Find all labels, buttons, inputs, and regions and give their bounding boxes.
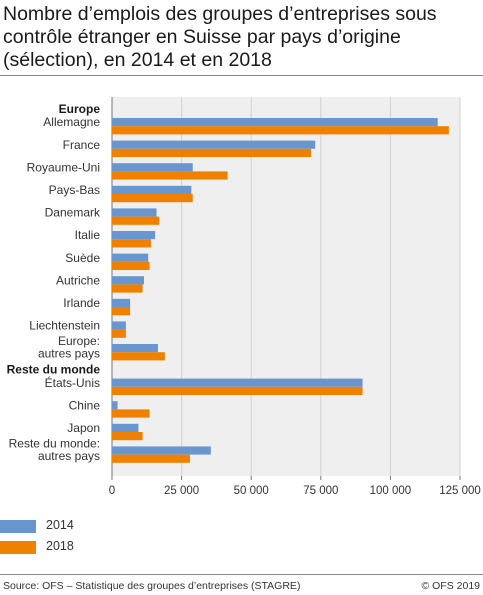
category-label-liechtenstein: Liechtenstein [29,319,100,333]
category-label-japon: Japon [67,421,100,435]
group-header-reste-du-monde: Reste du monde [7,363,101,377]
bar-europe-autres-pays-2018 [112,352,165,361]
x-tick-label: 50 000 [234,485,269,497]
category-label-autriche: Autriche [56,273,100,287]
copyright-note: © OFS 2019 [421,580,480,592]
category-label-pays-bas: Pays-Bas [49,183,100,197]
bar-japon-2018 [112,432,143,441]
title-divider [0,75,483,76]
bar-autriche-2014 [112,276,145,285]
x-tick-label: 75 000 [303,485,338,497]
chart-title: Nombre d’emplois des groupes d’entrepris… [3,3,437,71]
legend-swatch-2018 [0,541,36,554]
category-label-irlande: Irlande [63,296,100,310]
bar-italie-2018 [112,239,151,248]
bar-suede-2014 [112,253,149,262]
bar-reste-du-monde-autres-pays-2018 [112,454,190,463]
legend-label-2018: 2018 [46,539,74,553]
bar-chine-2014 [112,401,118,410]
bar-chine-2018 [112,409,150,418]
bar-irlande-2018 [112,307,131,316]
plot-area [112,97,460,476]
bar-france-2014 [112,140,316,149]
bar-autriche-2018 [112,284,143,293]
bar-suede-2018 [112,261,150,270]
category-label-royaume-uni: Royaume-Uni [27,160,100,174]
footer-divider [0,574,483,575]
bar-etats-unis-2018 [112,386,363,395]
bar-royaume-uni-2014 [112,163,193,172]
bar-liechtenstein-2014 [112,321,126,330]
bar-liechtenstein-2018 [112,329,126,338]
bar-royaume-uni-2018 [112,171,228,180]
x-tick-label: 25 000 [164,485,199,497]
bar-pays-bas-2014 [112,185,192,194]
category-label-italie: Italie [75,228,101,242]
category-label-chine: Chine [69,398,101,412]
x-tick-label: 100 000 [370,485,412,497]
category-label-europe-autres-pays: Europe: autres pays [38,334,100,361]
bar-france-2018 [112,148,312,157]
bar-reste-du-monde-autres-pays-2014 [112,446,211,455]
bar-irlande-2014 [112,298,131,307]
x-tick-label: 0 [109,485,115,497]
bar-danemark-2014 [112,208,157,217]
source-note: Source: OFS – Statistique des groupes d’… [3,580,301,592]
bar-japon-2014 [112,423,139,432]
category-label-suede: Suède [65,251,100,265]
category-label-etats-unis: États-Unis [45,375,100,390]
category-label-allemagne: Allemagne [43,115,100,129]
group-header-europe: Europe [59,102,101,116]
bar-allemagne-2018 [112,126,449,135]
legend-swatch-2014 [0,520,36,533]
x-tick-label: 125 000 [439,485,481,497]
bar-pays-bas-2018 [112,194,193,203]
category-label-reste-du-monde-autres-pays: Reste du monde: autres pays [9,436,100,463]
bar-danemark-2018 [112,216,160,225]
legend-label-2014: 2014 [46,518,74,532]
bar-italie-2014 [112,231,156,240]
bar-allemagne-2014 [112,118,438,127]
bar-chart: 0 25 000 50 000 75 000 100 000 125 000EuropeA… [7,97,481,497]
category-label-france: France [63,138,101,152]
category-label-danemark: Danemark [45,206,101,220]
bar-etats-unis-2014 [112,378,363,387]
bar-europe-autres-pays-2014 [112,344,158,353]
